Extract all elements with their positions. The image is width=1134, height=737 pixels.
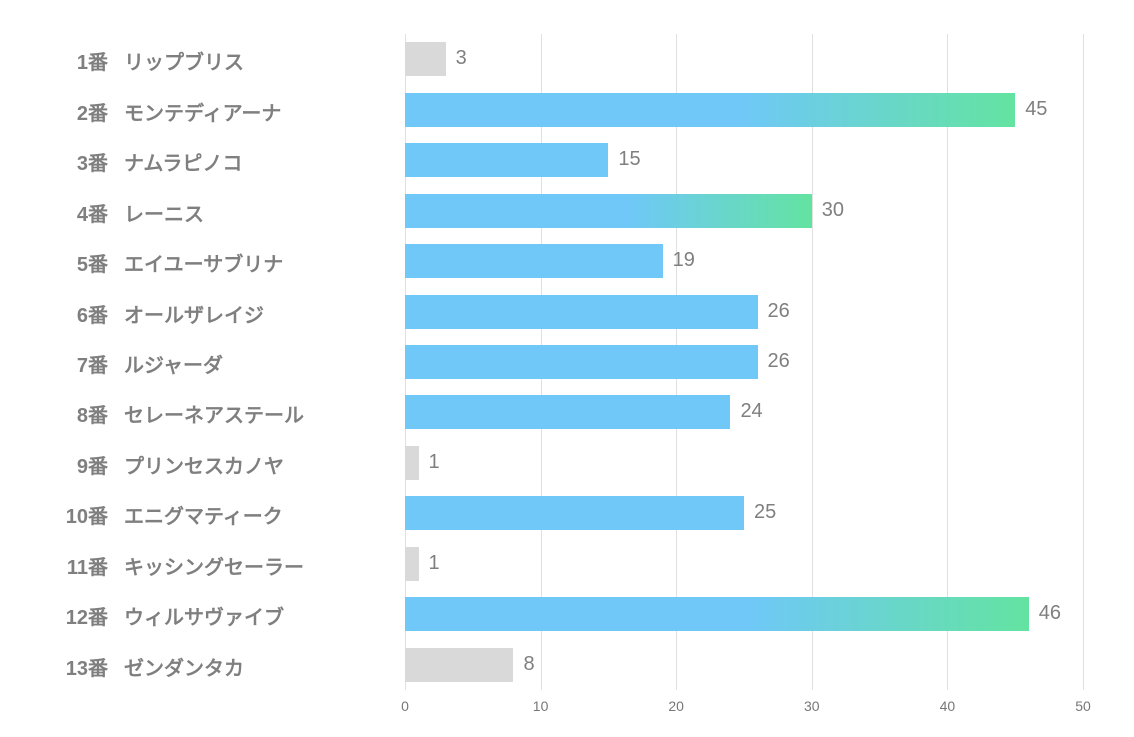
row-name-label: プリンセスカノヤ — [124, 450, 284, 479]
bar-value-label: 24 — [740, 400, 762, 423]
bar-value-label: 45 — [1025, 98, 1047, 121]
bar-value-label: 26 — [768, 300, 790, 323]
row-name-label: ゼンダンタカ — [124, 652, 244, 681]
row-name-label: ルジャーダ — [124, 349, 223, 378]
x-tick-label: 0 — [401, 698, 409, 714]
x-tick-label: 30 — [804, 698, 820, 714]
row-name-label: キッシングセーラー — [124, 551, 304, 580]
bar — [405, 648, 513, 682]
bar — [405, 496, 744, 530]
bar-value-label: 15 — [618, 148, 640, 171]
bar — [405, 244, 663, 278]
gridline — [1083, 34, 1084, 690]
bar — [405, 295, 758, 329]
bar-value-label: 1 — [429, 451, 440, 474]
row-number-label: 12番 — [66, 601, 108, 630]
row-number-label: 1番 — [77, 46, 108, 75]
bar-value-label: 3 — [456, 47, 467, 70]
row-number-label: 10番 — [66, 500, 108, 529]
x-tick-label: 10 — [533, 698, 549, 714]
x-tick-label: 50 — [1075, 698, 1091, 714]
row-name-label: エイユーサブリナ — [124, 248, 283, 277]
row-name-label: セレーネアステール — [124, 399, 304, 428]
row-name-label: モンテディアーナ — [124, 97, 281, 126]
row-number-label: 9番 — [77, 450, 108, 479]
bar — [405, 395, 730, 429]
row-number-label: 7番 — [77, 349, 108, 378]
bar-value-label: 25 — [754, 501, 776, 524]
bar-value-label: 46 — [1039, 602, 1061, 625]
bar — [405, 143, 608, 177]
bar — [405, 597, 1029, 631]
plot-area — [405, 34, 1083, 690]
bar — [405, 547, 419, 581]
row-number-label: 11番 — [67, 551, 108, 580]
x-tick-label: 20 — [668, 698, 684, 714]
bar — [405, 93, 1015, 127]
bar-value-label: 1 — [429, 552, 440, 575]
bar — [405, 42, 446, 76]
row-number-label: 3番 — [77, 147, 108, 176]
bar — [405, 194, 812, 228]
row-name-label: レーニス — [124, 198, 204, 227]
bar-value-label: 26 — [768, 350, 790, 373]
bar-value-label: 30 — [822, 199, 844, 222]
row-number-label: 13番 — [66, 652, 108, 681]
x-tick-label: 40 — [940, 698, 956, 714]
row-number-label: 8番 — [77, 399, 108, 428]
row-name-label: リップブリス — [124, 46, 244, 75]
bar — [405, 446, 419, 480]
bar-value-label: 19 — [673, 249, 695, 272]
row-name-label: ウィルサヴァイブ — [124, 601, 284, 630]
gridline — [947, 34, 948, 690]
row-name-label: エニグマティーク — [124, 500, 283, 529]
row-number-label: 5番 — [77, 248, 108, 277]
bar-value-label: 8 — [523, 653, 534, 676]
row-number-label: 4番 — [77, 198, 108, 227]
row-name-label: オールザレイジ — [124, 299, 264, 328]
row-number-label: 2番 — [77, 97, 108, 126]
bar — [405, 345, 758, 379]
gridline — [812, 34, 813, 690]
row-name-label: ナムラピノコ — [124, 147, 242, 176]
horizontal-bar-chart: 1番リップブリス 3 2番モンテディアーナ 45 3番ナムラピノコ 15 4番レーニス 30 5… — [0, 0, 1134, 737]
row-number-label: 6番 — [77, 299, 108, 328]
